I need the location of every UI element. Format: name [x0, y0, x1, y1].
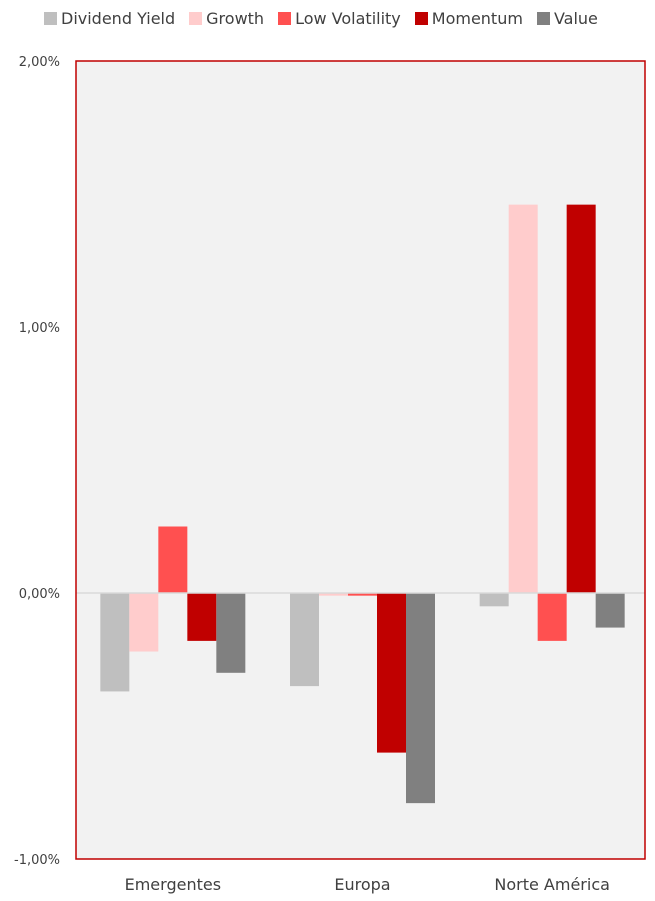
x-tick-label: Emergentes — [125, 875, 221, 894]
bar-low-volatility — [537, 593, 567, 641]
legend-label: Low Volatility — [295, 9, 401, 28]
bar-value — [406, 593, 435, 804]
plot-border — [75, 60, 646, 860]
legend-label: Growth — [206, 9, 265, 28]
legend: Dividend Yield Growth Low Volatility Moment… — [44, 9, 598, 28]
legend-item: Growth — [189, 9, 264, 28]
x-tick-label: Europa — [334, 875, 390, 894]
bar-growth — [319, 593, 348, 596]
bar-growth — [508, 204, 538, 593]
bar-low-volatility — [158, 526, 188, 593]
legend-item: Dividend Yield — [44, 9, 175, 28]
legend-label: Dividend Yield — [61, 9, 176, 28]
bar-dividend-yield — [100, 593, 130, 692]
legend-swatch — [414, 12, 428, 25]
y-tick-label: -1,00% — [14, 853, 60, 868]
legend-swatch — [278, 12, 292, 25]
y-tick-label: 2,00% — [19, 55, 60, 70]
legend-swatch — [536, 12, 550, 25]
y-tick-label: 0,00% — [19, 587, 60, 602]
x-tick-label: Norte América — [494, 875, 610, 894]
bar-momentum — [566, 204, 596, 593]
bar-value — [216, 593, 246, 673]
legend-label: Value — [553, 9, 598, 28]
bar-value — [595, 593, 625, 628]
legend-item: Low Volatility — [278, 9, 401, 28]
bar-momentum — [377, 593, 406, 753]
bar-growth — [129, 593, 159, 652]
bar-momentum — [187, 593, 217, 641]
legend-swatch — [189, 12, 203, 25]
bar-dividend-yield — [479, 593, 509, 607]
plot-area — [76, 61, 645, 859]
legend-swatch — [44, 12, 57, 25]
y-tick-label: 1,00% — [19, 321, 60, 336]
legend-item: Value — [536, 9, 598, 28]
legend-item: Momentum — [414, 9, 523, 28]
bar-low-volatility — [348, 593, 377, 596]
legend-label: Momentum — [431, 9, 523, 28]
bar-dividend-yield — [290, 593, 319, 687]
